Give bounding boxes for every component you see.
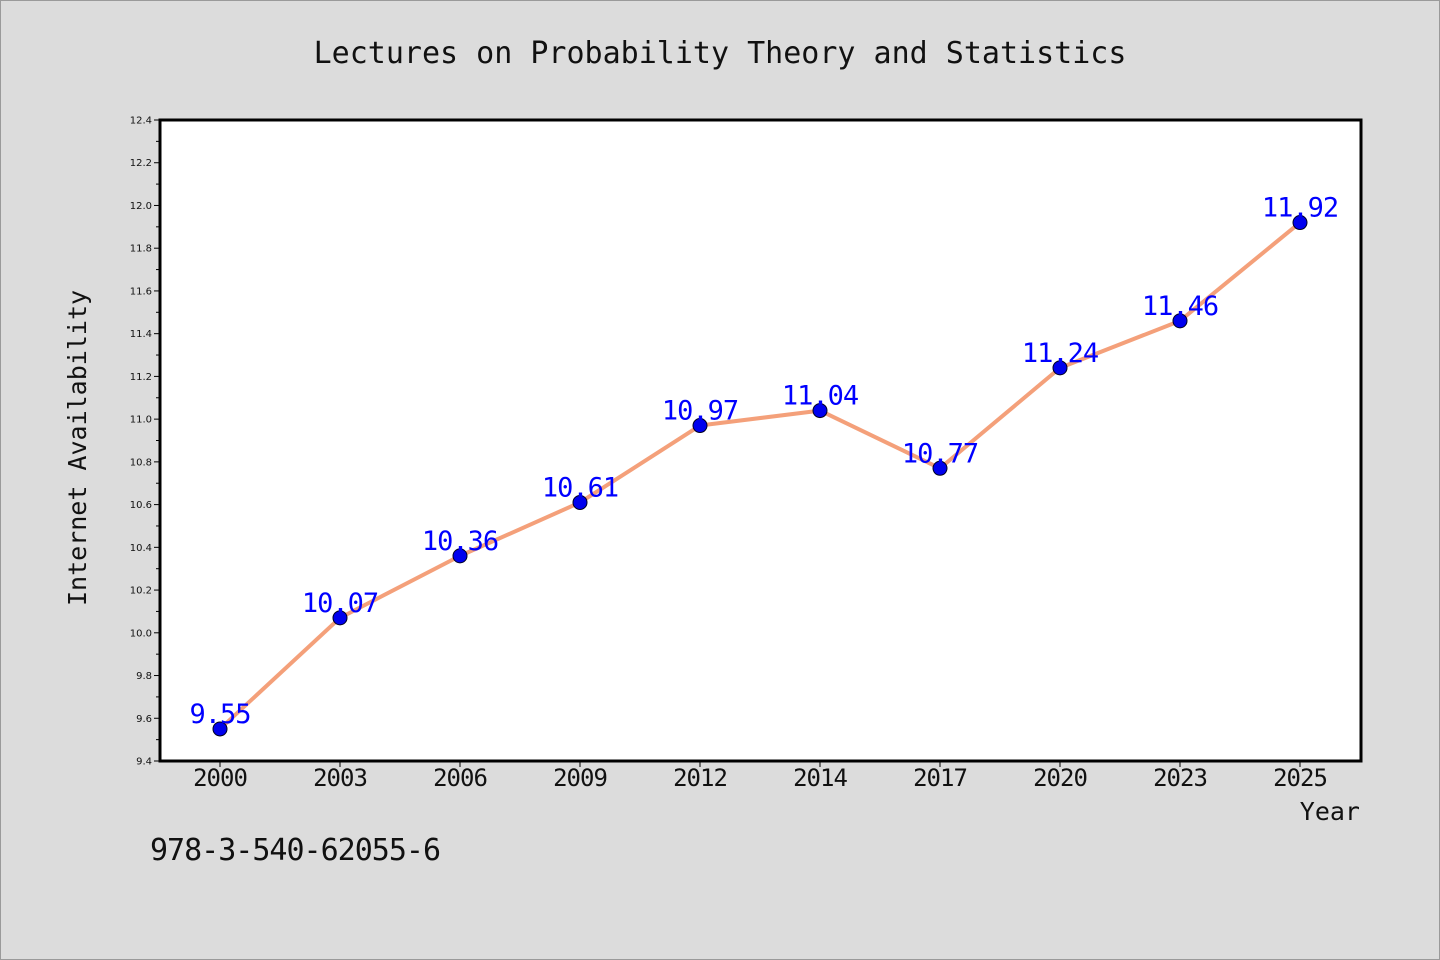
x-tick-label: 2009 [553,764,607,792]
data-point [932,460,948,476]
data-point [1292,215,1308,231]
x-tick-label: 2014 [793,764,847,792]
y-tick-label: 9.8 [136,671,152,682]
y-tick-label: 10.6 [130,500,152,511]
y-axis-label: Internet Availability [63,290,92,606]
data-label: 10.07 [302,588,378,619]
y-tick-label: 10.2 [130,586,152,597]
isbn-text: 978-3-540-62055-6 [150,833,441,868]
data-label: 11.24 [1022,338,1098,369]
data-label: 9.55 [189,699,250,730]
x-tick-label: 2017 [913,764,967,792]
chart-title: Lectures on Probability Theory and Stati… [314,36,1127,71]
x-tick-label: 2012 [673,764,727,792]
data-label: 10.61 [542,472,618,503]
y-tick-label: 12.4 [130,116,152,127]
x-tick-label: 2020 [1033,764,1087,792]
x-tick-label: 2000 [193,764,247,792]
y-tick-label: 11.8 [130,244,152,255]
data-label: 11.04 [782,381,858,412]
data-point [452,548,468,564]
y-tick-label: 10.8 [130,457,152,468]
x-tick-label: 2006 [433,764,487,792]
y-tick-label: 11.2 [130,372,152,383]
data-label: 10.77 [902,438,978,469]
data-label: 10.36 [422,526,498,557]
series-group: 9.55 10.07 10.36 10.61 10.97 11.04 10.77 11.24 1… [189,193,1339,737]
y-tick-label: 12.2 [130,158,152,169]
data-label: 11.46 [1142,291,1218,322]
y-tick-label: 11.4 [130,329,152,340]
y-tick-label: 9.4 [136,757,152,768]
x-tick-label: 2003 [313,764,367,792]
x-tick-label: 2025 [1273,764,1327,792]
data-point [572,494,588,510]
data-label: 11.92 [1262,193,1338,224]
series-line [218,220,1302,731]
y-tick-label: 11.0 [130,415,152,426]
x-axis: 2000 2003 2006 2009 2012 2014 2017 2020 2023 2025 [193,761,1328,792]
data-point [212,721,228,737]
data-point [1052,360,1068,376]
y-tick-label: 10.0 [130,628,152,639]
y-tick-label: 9.6 [136,714,152,725]
y-tick-label: 11.6 [130,286,152,297]
x-axis-label: Year [1300,797,1360,826]
y-tick-label: 12.0 [130,201,152,212]
x-tick-label: 2023 [1153,764,1207,792]
data-point [812,403,828,419]
data-point [692,418,708,434]
data-point [1172,313,1188,329]
data-label: 10.97 [662,396,738,427]
y-axis: 9.4 9.6 9.8 10.0 10.2 10.4 10.6 10.8 11.0 11.2 11.… [130,116,160,768]
data-point [332,610,348,626]
plot-area [158,118,1363,763]
y-tick-label: 10.4 [130,543,152,554]
